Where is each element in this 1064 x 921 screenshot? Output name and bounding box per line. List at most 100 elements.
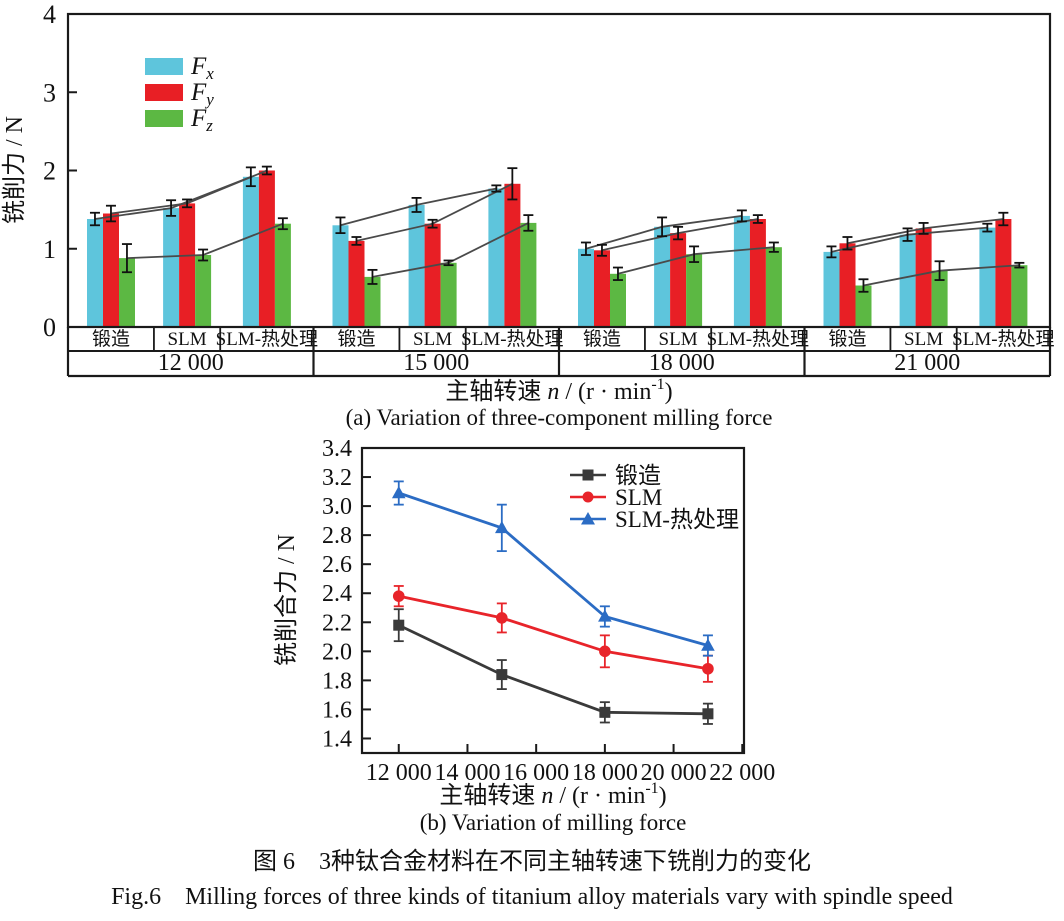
legend-marker-triangle: [581, 512, 595, 525]
bar-fy-group3-mat2: [995, 219, 1012, 327]
legend-label-fx: Fx: [190, 53, 214, 83]
y-tick-label: 3.4: [322, 436, 352, 462]
bar-fx-group3-mat0: [823, 251, 840, 327]
bar-fy-group2-mat1: [670, 233, 687, 327]
bar-fz-group2-mat2: [765, 247, 782, 327]
bar-fx-group1-mat2: [488, 188, 505, 327]
chart-b-y-axis-label: 铣削合力 / N: [273, 534, 300, 666]
y-tick-label: 1.6: [322, 697, 352, 723]
material-label: 锻造: [828, 328, 866, 350]
chart-b-legend: 锻造 SLM SLM-热处理: [570, 463, 739, 532]
bar-fz-group0-mat0: [119, 258, 135, 327]
bar-fx-group3-mat1: [899, 234, 916, 327]
legend-label-fy: Fy: [190, 79, 214, 109]
x-tick-label: 12 000: [366, 760, 432, 786]
chart-a-sub-caption: (a) Variation of three-component milling…: [346, 405, 773, 430]
bar-fz-group3-mat2: [1011, 265, 1028, 327]
y-tick-label: 3.2: [322, 465, 352, 491]
speed-label: 15 000: [403, 350, 469, 376]
y-tick-label: 2: [43, 157, 56, 186]
material-label: SLM-热处理: [216, 328, 318, 350]
y-tick-label: 3.0: [322, 494, 352, 520]
legend-label-slm: SLM: [615, 485, 662, 510]
y-tick-label: 1.4: [322, 726, 352, 752]
bar-fy-group0-mat0: [103, 213, 119, 327]
material-label: 锻造: [337, 328, 375, 350]
bar-fx-group2-mat1: [654, 226, 671, 327]
marker-triangle: [701, 638, 715, 651]
speed-label: 18 000: [649, 350, 715, 376]
chart-a-y-axis-label: 铣削力 / N: [1, 116, 28, 224]
speed-label: 12 000: [158, 350, 224, 376]
legend-swatch-fx: [145, 58, 183, 75]
series-line-circle: [398, 594, 709, 671]
marker-triangle: [391, 486, 406, 499]
y-tick-label: 4: [43, 0, 56, 29]
series-line-triangle: [398, 491, 709, 647]
y-tick-label: 1: [43, 235, 56, 264]
marker-square: [496, 669, 508, 681]
bar-fx-group1-mat0: [332, 225, 349, 327]
x-tick-label: 20 000: [641, 760, 707, 786]
x-tick-label: 22 000: [709, 760, 775, 786]
y-tick-label: 1.8: [322, 668, 352, 694]
marker-triangle: [495, 520, 509, 534]
chart-b-frame: [360, 446, 746, 755]
y-tick-label: 2.0: [322, 639, 352, 665]
y-tick-label: 3: [43, 78, 56, 107]
chart-b-plot-area: 1.41.61.82.02.22.42.62.83.03.23.412 000 1…: [322, 436, 775, 786]
material-label: 锻造: [92, 328, 130, 350]
x-tick-label: 18 000: [572, 760, 638, 786]
marker-triangle: [598, 609, 612, 622]
marker-circle: [392, 590, 405, 602]
bar-fy-group1-mat1: [424, 223, 441, 327]
material-label: SLM-热处理: [461, 328, 563, 350]
y-tick-label: 2.4: [322, 581, 352, 607]
chart-a-x-axis-label: 主轴转速 n / (r · min-1): [445, 376, 672, 405]
bar-fx-group2-mat0: [578, 248, 594, 328]
bar-fz-group2-mat0: [610, 273, 626, 327]
y-tick-label: 2.6: [322, 552, 352, 578]
bar-fx-group0-mat2: [242, 176, 259, 327]
material-label: SLM-热处理: [952, 328, 1054, 350]
bar-fy-group2-mat2: [749, 219, 766, 327]
marker-circle: [496, 612, 508, 624]
bar-fz-group0-mat1: [195, 255, 212, 327]
marker-square: [599, 706, 611, 718]
x-tick-label: 14 000: [434, 760, 500, 786]
figure-caption-en: Fig.6 Milling forces of three kinds of t…: [111, 884, 953, 910]
x-tick-label: 16 000: [503, 760, 569, 786]
bar-fy-group2-mat0: [594, 250, 610, 327]
material-label: SLM: [413, 329, 452, 350]
bar-fx-group3-mat2: [979, 227, 996, 327]
legend-label-forged: 锻造: [615, 463, 661, 488]
legend-marker-circle: [582, 491, 594, 503]
chart-b-resultant-milling-force: 1.41.61.82.02.22.42.62.83.03.23.412 000 1…: [273, 436, 775, 835]
bar-fz-group1-mat0: [364, 276, 381, 327]
bar-fx-group0-mat1: [163, 208, 180, 327]
material-label: SLM: [904, 329, 943, 350]
bar-fy-group1-mat0: [348, 240, 365, 327]
marker-square: [393, 619, 405, 631]
bar-fy-group1-mat2: [504, 183, 521, 327]
legend-label-fz: Fz: [190, 105, 213, 135]
bar-fy-group0-mat1: [179, 203, 196, 327]
bar-fx-group2-mat2: [733, 215, 750, 327]
bar-fx-group0-mat0: [87, 219, 103, 327]
bar-fz-group1-mat2: [520, 222, 537, 327]
legend-label-slm-ht: SLM-热处理: [615, 507, 739, 532]
marker-circle: [702, 662, 714, 675]
y-tick-label: 2.8: [322, 523, 352, 549]
bar-fy-group0-mat2: [258, 170, 275, 327]
figure-caption-zh: 图 6 3种钛合金材料在不同主轴转速下铣削力的变化: [253, 848, 811, 875]
bar-fz-group2-mat1: [686, 254, 703, 327]
bar-fz-group0-mat2: [274, 223, 291, 327]
chart-b-x-axis-label: 主轴转速 n / (r · min-1): [439, 780, 666, 809]
bar-fy-group3-mat0: [839, 243, 856, 327]
legend-swatch-fz: [145, 110, 183, 127]
legend-swatch-fy: [145, 84, 183, 101]
y-tick-label: 0: [43, 313, 56, 342]
